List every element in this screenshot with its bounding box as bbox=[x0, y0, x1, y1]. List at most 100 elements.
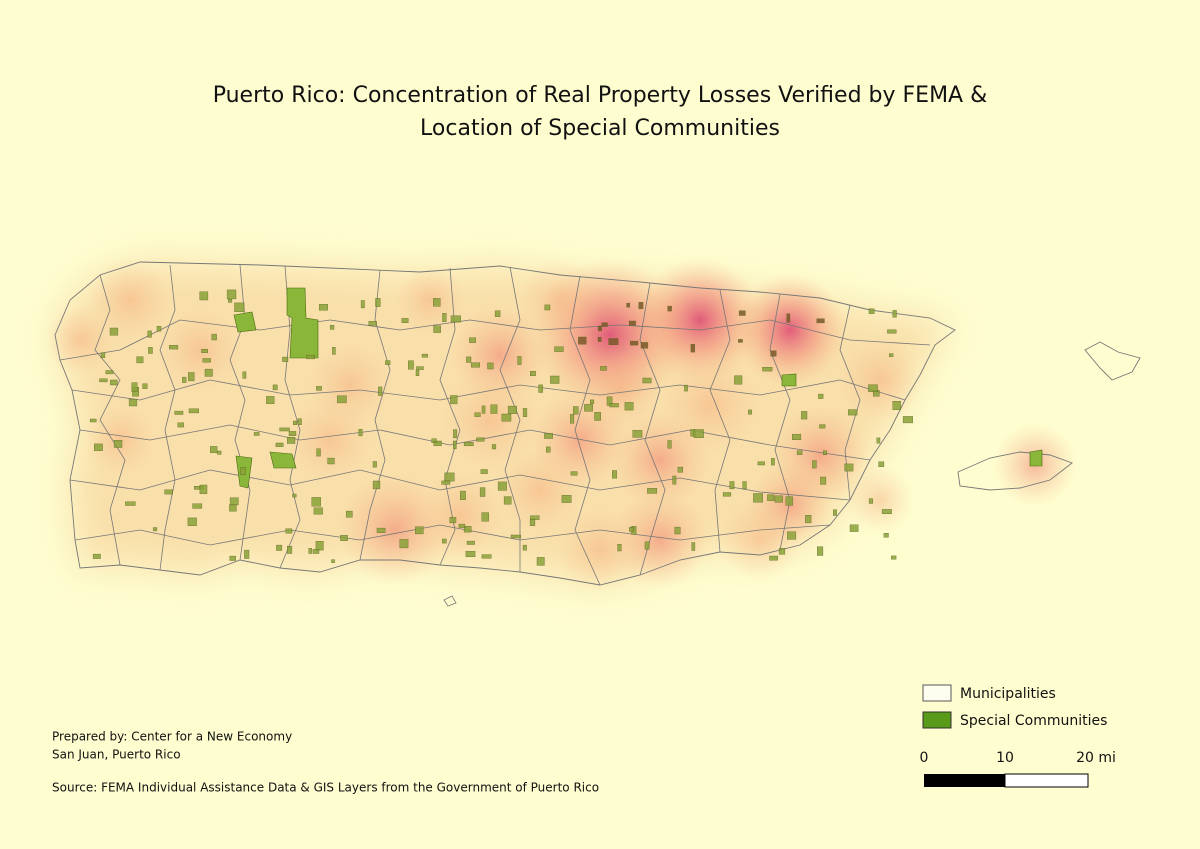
community-patch bbox=[881, 509, 892, 514]
community-patch bbox=[774, 495, 783, 503]
community-patch bbox=[441, 480, 451, 485]
community-patch bbox=[125, 501, 136, 506]
community-patch bbox=[421, 353, 428, 358]
heat-blob bbox=[158, 308, 242, 392]
community-patch bbox=[229, 497, 239, 506]
community-patch bbox=[240, 467, 246, 475]
community-patch bbox=[544, 433, 553, 439]
community-patch bbox=[878, 461, 885, 467]
community-patch bbox=[570, 471, 578, 476]
community-patch bbox=[507, 405, 517, 414]
community-patch bbox=[494, 310, 501, 317]
community-patch bbox=[272, 384, 278, 391]
community-patch bbox=[632, 430, 643, 438]
community-patch bbox=[360, 300, 365, 309]
community-patch bbox=[624, 402, 634, 411]
community-patch bbox=[368, 321, 377, 326]
community-patch bbox=[868, 384, 878, 392]
community-patch bbox=[319, 304, 328, 311]
community-patch bbox=[833, 509, 837, 516]
community-patch bbox=[684, 384, 688, 392]
community-patch bbox=[156, 326, 162, 332]
community-patch bbox=[887, 329, 897, 334]
community-patch bbox=[817, 546, 824, 556]
community-patch bbox=[332, 347, 336, 355]
scale-bar: 0 10 20 mi bbox=[920, 750, 1116, 788]
community-patch bbox=[312, 549, 320, 554]
credit-text: San Juan, Puerto Rico bbox=[52, 748, 181, 762]
heat-blob bbox=[734, 274, 846, 386]
community-patch bbox=[100, 352, 106, 358]
community-patch bbox=[738, 339, 743, 343]
heat-blob bbox=[558, 508, 642, 592]
community-patch bbox=[358, 429, 363, 437]
community-patch bbox=[597, 337, 602, 342]
community-patch bbox=[282, 356, 289, 362]
community-patch bbox=[536, 557, 545, 566]
community-patch bbox=[868, 308, 875, 314]
community-patch bbox=[416, 366, 424, 370]
community-patch bbox=[444, 472, 455, 482]
community-patch bbox=[311, 497, 321, 507]
community-patch bbox=[550, 375, 560, 384]
community-patch bbox=[584, 404, 593, 412]
community-patch bbox=[433, 298, 441, 307]
community-patch bbox=[266, 396, 275, 404]
community-patch bbox=[293, 420, 297, 425]
community-patch bbox=[748, 409, 753, 415]
community-patch bbox=[210, 446, 218, 453]
community-patch bbox=[823, 450, 828, 455]
community-patch bbox=[442, 313, 447, 322]
community-patch bbox=[385, 360, 391, 365]
community-patch bbox=[608, 338, 619, 345]
community-patch bbox=[778, 548, 786, 555]
community-patch bbox=[450, 395, 458, 405]
community-patch bbox=[481, 405, 486, 414]
community-patch bbox=[722, 492, 732, 497]
community-patch bbox=[796, 450, 803, 455]
community-patch bbox=[378, 386, 383, 396]
community-patch bbox=[640, 342, 649, 349]
heat-blob bbox=[518, 258, 602, 342]
community-patch bbox=[128, 398, 138, 407]
community-patch bbox=[136, 356, 144, 364]
community-patch bbox=[609, 403, 619, 408]
community-patch bbox=[734, 375, 743, 385]
community-patch bbox=[316, 448, 321, 457]
community-patch bbox=[99, 378, 108, 383]
community-patch bbox=[529, 518, 536, 526]
community-patch bbox=[415, 526, 424, 535]
community-patch bbox=[292, 493, 297, 498]
community-patch bbox=[753, 493, 764, 503]
community-patch bbox=[538, 384, 543, 393]
scale-label: 0 bbox=[920, 750, 929, 766]
community-patch bbox=[89, 418, 97, 423]
community-patch bbox=[844, 463, 854, 472]
community-patch bbox=[481, 554, 492, 559]
community-patch bbox=[849, 524, 859, 532]
community-patch bbox=[460, 490, 466, 500]
community-patch bbox=[868, 498, 873, 504]
map-title: Puerto Rico: Concentration of Real Prope… bbox=[213, 83, 988, 108]
community-patch bbox=[449, 517, 457, 524]
community-patch bbox=[315, 541, 324, 551]
community-patch bbox=[109, 327, 119, 336]
community-patch bbox=[546, 446, 551, 453]
heat-blob bbox=[395, 265, 465, 335]
community-patch bbox=[742, 481, 747, 490]
legend-swatch bbox=[922, 684, 952, 702]
community-patch bbox=[474, 412, 481, 417]
community-patch bbox=[497, 481, 507, 491]
community-patch bbox=[729, 481, 735, 490]
community-patch bbox=[674, 526, 681, 535]
community-patch bbox=[199, 484, 208, 495]
community-patch bbox=[463, 526, 472, 533]
heat-blob bbox=[288, 398, 372, 482]
community-patch bbox=[201, 349, 208, 353]
community-patch bbox=[308, 548, 312, 554]
community-patch bbox=[93, 443, 103, 451]
community-patch bbox=[204, 368, 213, 377]
community-patch bbox=[762, 367, 773, 372]
community-patch bbox=[690, 344, 696, 353]
